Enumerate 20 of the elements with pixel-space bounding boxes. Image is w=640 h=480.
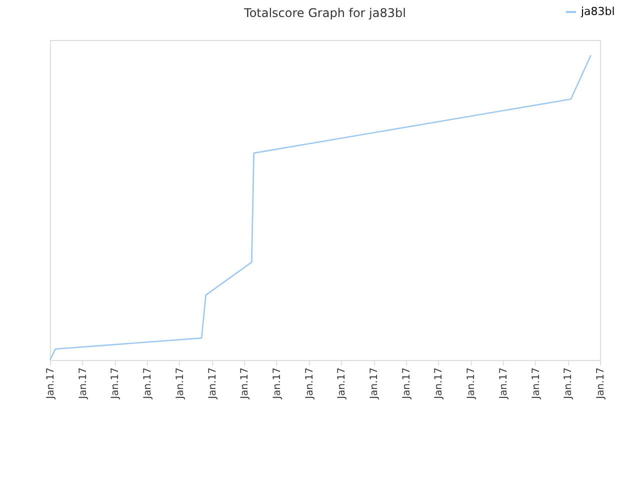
x-tick-label: Jan.17 <box>530 368 542 400</box>
x-tick-label: Jan.17 <box>498 368 510 400</box>
x-tick-label: Jan.17 <box>174 368 186 400</box>
x-tick-label: Jan.17 <box>272 368 283 400</box>
x-tick-label: Jan.17 <box>46 368 56 400</box>
x-tick-label: Jan.17 <box>142 368 154 400</box>
x-tick-label: Jan.17 <box>596 368 606 400</box>
x-tick-label: Jan.17 <box>369 368 380 400</box>
chart-title: Totalscore Graph for ja83bl <box>243 6 406 20</box>
x-tick-label: Jan.17 <box>110 368 122 400</box>
x-tick-label: Jan.17 <box>207 368 218 400</box>
x-tick-label: Jan.17 <box>563 368 574 400</box>
legend-label: ja83bl <box>580 5 615 18</box>
x-tick-label: Jan.17 <box>240 368 251 400</box>
x-tick-label: Jan.17 <box>78 368 89 400</box>
x-tick-label: Jan.17 <box>434 368 445 400</box>
x-tick-label: Jan.17 <box>466 368 478 400</box>
x-tick-label: Jan.17 <box>401 368 412 400</box>
x-tick-label: Jan.17 <box>304 368 316 400</box>
x-tick-label: Jan.17 <box>336 368 348 400</box>
